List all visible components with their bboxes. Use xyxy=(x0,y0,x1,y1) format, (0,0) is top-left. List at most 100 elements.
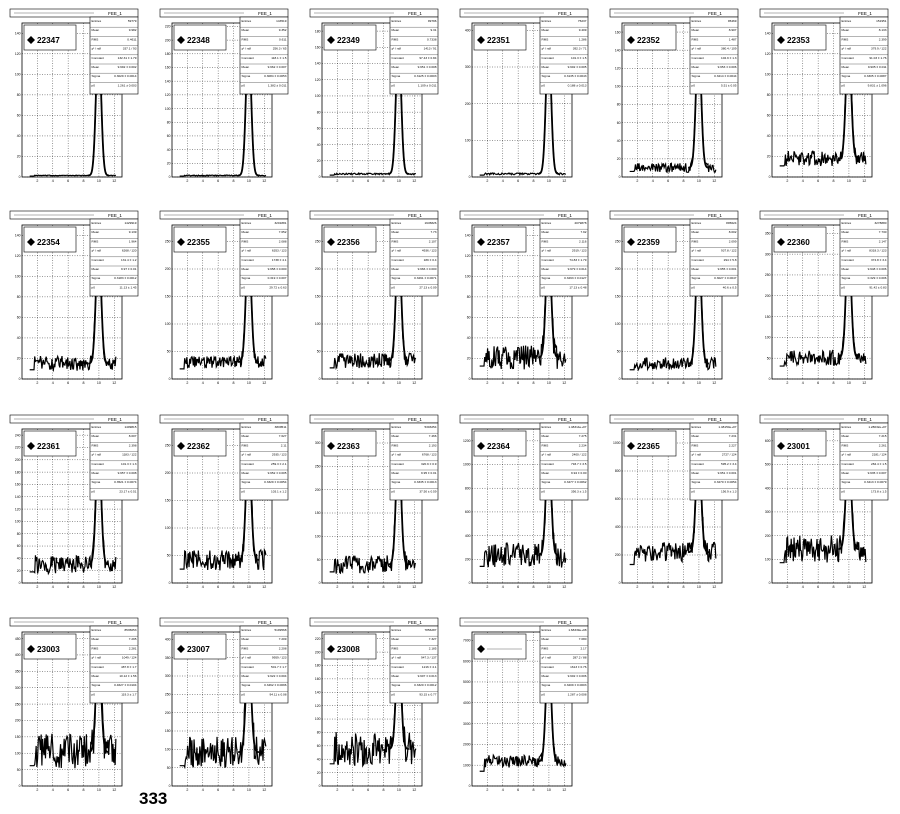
x-tick-label: 4 xyxy=(802,381,804,385)
stats-value: 287.2 / 88 xyxy=(573,656,587,660)
stats-key: RMS xyxy=(392,646,399,650)
y-tick-label: 200 xyxy=(315,488,321,492)
stats-key: χ² / ndf xyxy=(542,249,552,253)
stats-key: Mean xyxy=(842,471,850,475)
x-tick-label: 10 xyxy=(97,381,101,385)
stats-key: Mean xyxy=(392,471,400,475)
stats-value: 75237 xyxy=(578,19,587,23)
stats-value: 0.3029 ± 0.0014 xyxy=(114,74,137,78)
stats-value: 7.231 xyxy=(729,434,737,438)
stats-value: 7.080 xyxy=(579,637,587,641)
stats-key: Entries xyxy=(542,628,552,632)
x-tick-label: 6 xyxy=(817,381,819,385)
stats-key: χ² / ndf xyxy=(692,47,702,51)
stats-key: Sigma xyxy=(842,74,851,78)
run-label: 22362 xyxy=(187,442,210,451)
diamond-marker-icon xyxy=(177,36,185,44)
stats-value: 9.948 ± 0.006 xyxy=(868,267,887,271)
stats-key: Entries xyxy=(242,221,252,225)
x-tick-label: 10 xyxy=(397,585,401,589)
stats-value: 9.907 ± 0.013 xyxy=(418,674,437,678)
x-tick-label: 2 xyxy=(36,788,38,792)
stats-key: RMS xyxy=(692,239,699,243)
stats-value: 101.3 ± 1.3 xyxy=(121,462,137,466)
stats-key: Sigma xyxy=(692,480,701,484)
x-tick-label: 8 xyxy=(683,381,685,385)
y-tick-label: 400 xyxy=(615,525,621,529)
x-tick-label: 6 xyxy=(367,585,369,589)
stats-key: χ² / ndf xyxy=(842,453,852,457)
x-tick-label: 4 xyxy=(502,179,504,183)
run-label: 23003 xyxy=(37,645,60,654)
stats-value: 9.957 ± 0.008 xyxy=(118,471,137,475)
stats-value: 9959 / 123 xyxy=(272,656,287,660)
run-label: 22353 xyxy=(787,36,810,45)
x-tick-label: 8 xyxy=(233,381,235,385)
x-tick-label: 8 xyxy=(83,179,85,183)
stats-value: 2.099 xyxy=(729,239,737,243)
y-tick-label: 150 xyxy=(315,295,321,299)
stats-key: Sigma xyxy=(392,683,401,687)
y-tick-label: 20 xyxy=(317,771,321,775)
y-tick-label: 400 xyxy=(465,534,471,538)
stats-key: Constant xyxy=(542,665,555,669)
x-tick-label: 2 xyxy=(486,788,488,792)
stats-value: 91.42 ± 0.83 xyxy=(869,285,886,289)
y-tick-label: 600 xyxy=(465,510,471,514)
y-tick-label: 40 xyxy=(17,557,21,561)
stats-value: 0.3135 ± 0.0043 xyxy=(564,74,587,78)
run-label-box xyxy=(23,24,77,51)
stats-value: 2.193 xyxy=(429,443,437,447)
stats-key: Mean xyxy=(392,674,400,678)
stats-value: 59779 xyxy=(128,19,137,23)
y-tick-label: 50 xyxy=(167,350,171,354)
stats-value: 0.3183 ± 0.0012 xyxy=(114,276,137,280)
x-tick-label: 2 xyxy=(336,788,338,792)
x-tick-label: 2 xyxy=(636,381,638,385)
stats-key: Entries xyxy=(392,628,402,632)
y-tick-label: 100 xyxy=(15,751,21,755)
stats-key: Mean xyxy=(842,28,850,32)
stats-value: 9.97 ± 0.01 xyxy=(121,267,137,271)
run-label-box xyxy=(623,430,677,457)
stats-value: 947.3 / 137 xyxy=(421,656,437,660)
run-label: 22347 xyxy=(37,36,60,45)
x-tick-label: 10 xyxy=(397,788,401,792)
x-tick-label: 12 xyxy=(412,381,416,385)
stats-key: RMS xyxy=(842,239,849,243)
stats-key: p0 xyxy=(692,83,696,87)
y-tick-label: 160 xyxy=(315,677,321,681)
y-tick-label: 100 xyxy=(15,275,21,279)
x-tick-label: 2 xyxy=(186,179,188,183)
y-tick-label: 0 xyxy=(169,581,171,585)
stats-value: 2.399 xyxy=(879,37,887,41)
stats-box xyxy=(839,16,889,95)
stats-value: 392.3 / 71 xyxy=(573,47,587,51)
y-tick-label: 200 xyxy=(465,102,471,106)
stats-value: 17.13 ± 0.48 xyxy=(569,285,586,289)
y-tick-label: 100 xyxy=(15,520,21,524)
stats-value: 101.3 ± 1.5 xyxy=(571,56,587,60)
stats-value: 337.1 / 93 xyxy=(123,47,137,51)
stats-value: 379.9 / 122 xyxy=(871,47,887,51)
stats-key: Sigma xyxy=(92,74,101,78)
y-tick-label: 200 xyxy=(165,267,171,271)
y-tick-label: 200 xyxy=(765,294,771,298)
x-tick-label: 12 xyxy=(262,788,266,792)
stats-key: Mean xyxy=(242,434,250,438)
y-tick-label: 100 xyxy=(315,717,321,721)
histogram-svg: FEE_1 2 4 6 8 10 12 0 200 400 600 800 1000 22365 Entri… xyxy=(609,414,739,589)
run-label-box xyxy=(173,633,227,660)
stats-value: 2079878 xyxy=(574,221,586,225)
x-tick-label: 12 xyxy=(862,179,866,183)
y-tick-label: 120 xyxy=(615,66,621,70)
stats-key: RMS xyxy=(692,443,699,447)
stats-value: 7.209 xyxy=(279,637,287,641)
run-label-box xyxy=(473,226,527,253)
x-tick-label: 10 xyxy=(547,788,551,792)
y-tick-label: 220 xyxy=(15,446,21,450)
stats-value: 1.68339e+08 xyxy=(568,628,586,632)
stats-key: Mean xyxy=(842,230,850,234)
run-label: 22361 xyxy=(37,442,60,451)
stats-key: χ² / ndf xyxy=(392,656,402,660)
